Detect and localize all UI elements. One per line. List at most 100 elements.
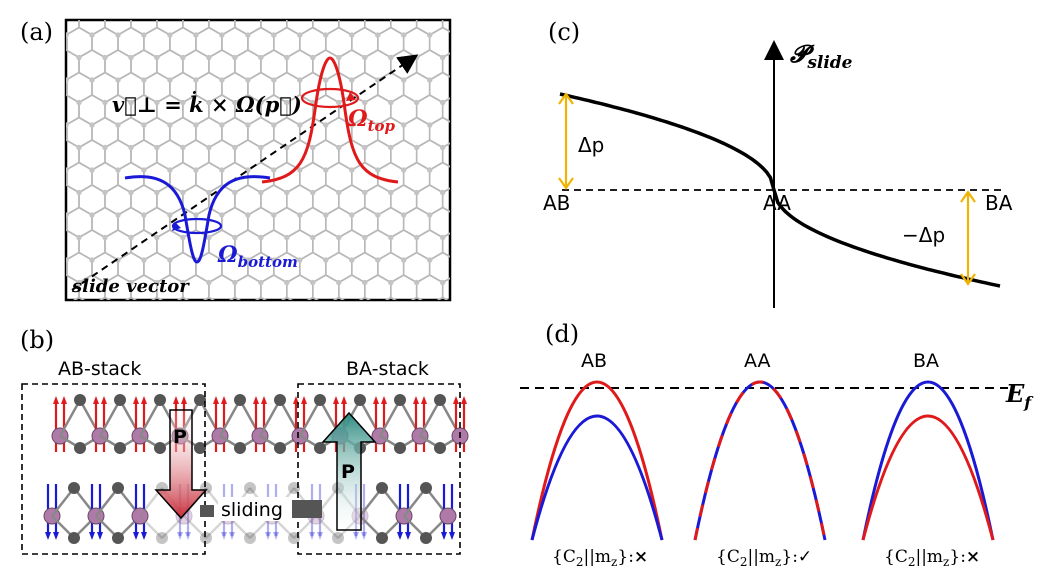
lattice-atom [154, 325, 159, 330]
lattice-atom [466, 145, 471, 150]
lattice-hexagon [495, 95, 521, 125]
lattice-atom [50, 190, 55, 195]
lattice-atom [37, 212, 42, 217]
case-ab-title: AB [581, 350, 607, 372]
lattice-atom [76, 234, 82, 241]
lattice-hexagon [27, 230, 53, 260]
lattice-atom [245, 212, 251, 218]
spin-up-arrowhead [93, 396, 99, 404]
bottom-metal-atom [439, 507, 457, 525]
spin-down-arrowhead [361, 532, 367, 540]
lattice-atom [89, 212, 95, 218]
lattice-atom [336, 10, 341, 15]
y-axis-label: 𝓟slide [790, 39, 853, 73]
lattice-atom [388, 325, 393, 330]
lattice-hexagon [40, 0, 66, 13]
lattice-atom [89, 167, 95, 173]
lattice-atom [336, 325, 341, 330]
panel-d: (d) Ef AB AA BA {C2||mz}:× {C2||mz}:✓ {C… [520, 320, 1034, 569]
lattice-atom [427, 32, 433, 38]
lattice-atom [310, 10, 315, 15]
lattice-atom [453, 167, 458, 172]
lattice-atom [414, 189, 420, 196]
lattice-atom [297, 167, 303, 173]
lattice-atom [453, 77, 458, 82]
lattice-atom [388, 279, 394, 286]
bottom-bond [139, 515, 163, 539]
lattice-atom [297, 212, 303, 218]
lattice-atom [128, 10, 133, 15]
top-bond [218, 399, 242, 437]
spin-down-arrowhead [221, 532, 227, 540]
lattice-atom [492, 190, 497, 195]
lattice-atom [63, 302, 68, 307]
lattice-atom [492, 55, 497, 60]
lattice-atom [37, 302, 42, 307]
ab-band-lower [530, 414, 664, 541]
lattice-atom [284, 10, 289, 15]
lattice-atom [24, 190, 29, 195]
lattice-atom [128, 10, 133, 15]
lattice-atom [102, 234, 108, 241]
lattice-atom [401, 32, 407, 38]
lattice-atom [37, 122, 42, 127]
lattice-atom [50, 10, 55, 15]
lattice-hexagon [508, 253, 534, 283]
lattice-atom [102, 189, 108, 196]
lattice-hexagon [306, 296, 319, 300]
lattice-atom [89, 122, 95, 128]
lattice-hexagon [66, 79, 67, 96]
lattice-hexagon [495, 5, 521, 35]
lattice-hexagon [300, 0, 326, 13]
lattice-atom [141, 302, 146, 307]
lattice-atom [219, 257, 225, 263]
lattice-atom [492, 325, 497, 330]
lattice-atom [232, 10, 237, 15]
lattice-atom [50, 145, 55, 150]
lattice-atom [206, 54, 212, 61]
lattice-atom [128, 99, 134, 106]
lattice-atom [284, 10, 289, 15]
lattice-hexagon [508, 163, 534, 193]
lattice-hexagon [469, 185, 495, 215]
lattice-atom [206, 10, 211, 15]
lattice-atom [479, 77, 484, 82]
lattice-atom [284, 99, 290, 106]
lattice-atom [440, 325, 445, 330]
spin-up-arrowhead [261, 396, 267, 404]
lattice-atom [479, 122, 484, 127]
lattice-atom [479, 167, 484, 172]
lattice-hexagon [469, 230, 495, 260]
lattice-atom [349, 32, 355, 38]
lattice-atom [427, 122, 433, 128]
lattice-atom [479, 212, 484, 217]
lattice-atom [414, 99, 420, 106]
lattice-hexagon [125, 296, 137, 300]
lattice-atom [362, 234, 368, 241]
lattice-atom [388, 10, 393, 15]
lattice-atom [518, 235, 523, 240]
lattice-atom [37, 167, 42, 172]
spin-down-arrowhead [309, 532, 315, 540]
lattice-atom [310, 234, 316, 241]
lattice-atom [193, 167, 199, 173]
case-aa-title: AA [744, 350, 771, 372]
lattice-hexagon [66, 0, 92, 13]
lattice-atom [128, 10, 133, 15]
lattice-atom [336, 234, 342, 241]
velocity-formula: v⃗⊥ = k̇ × Ω(p⃗) [112, 92, 302, 117]
lattice-hexagon [40, 298, 66, 328]
lattice-hexagon [176, 296, 189, 300]
lattice-atom [427, 302, 432, 307]
lattice-atom [518, 10, 523, 15]
lattice-hexagon [66, 169, 67, 186]
lattice-atom [375, 257, 381, 263]
bottom-chalcogen-atom [420, 482, 432, 494]
spin-down-arrowhead [141, 532, 147, 540]
lattice-atom [518, 100, 523, 105]
lattice-atom [440, 10, 445, 15]
lattice-atom [37, 77, 42, 82]
lattice-atom [232, 10, 237, 15]
lattice-hexagon [508, 298, 534, 328]
bottom-chalcogen-atom [112, 532, 124, 544]
